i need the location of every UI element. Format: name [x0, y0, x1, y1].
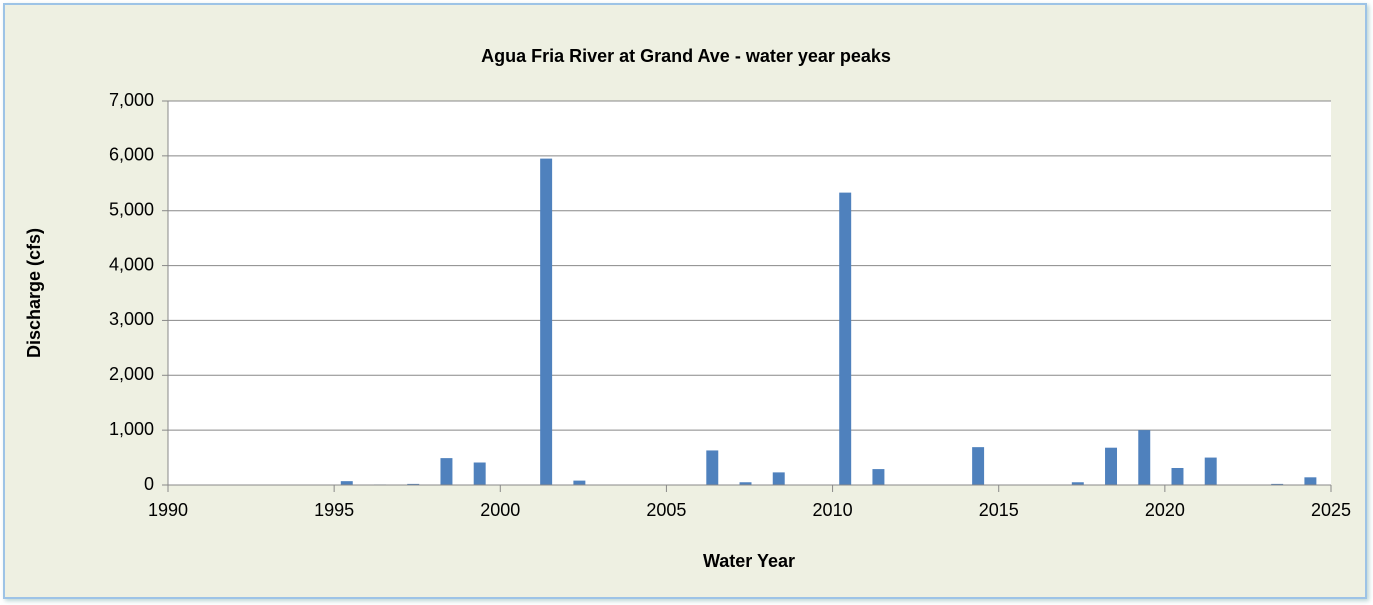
- bar: [573, 480, 586, 485]
- bar: [872, 469, 885, 485]
- x-tick-label: 2010: [813, 500, 853, 520]
- bar: [540, 158, 553, 485]
- x-tick-label: 1990: [148, 500, 188, 520]
- bar: [1138, 430, 1151, 485]
- x-tick-label: 2000: [480, 500, 520, 520]
- y-tick-label: 4,000: [109, 254, 154, 274]
- bar: [473, 462, 486, 485]
- x-axis-label: Water Year: [703, 551, 795, 571]
- x-tick-label: 2015: [979, 500, 1019, 520]
- bar: [706, 450, 719, 485]
- x-tick-label: 2005: [646, 500, 686, 520]
- bar: [1071, 482, 1084, 485]
- x-tick-label: 2020: [1145, 500, 1185, 520]
- y-tick-label: 7,000: [109, 90, 154, 110]
- x-tick-label: 1995: [314, 500, 354, 520]
- y-tick-label: 3,000: [109, 309, 154, 329]
- y-tick-label: 2,000: [109, 364, 154, 384]
- bar: [1204, 457, 1217, 485]
- bar: [739, 482, 752, 485]
- plot-area: [168, 101, 1331, 485]
- bar: [1304, 477, 1317, 485]
- bar: [340, 481, 353, 485]
- y-axis-label: Discharge (cfs): [24, 228, 44, 358]
- bar: [440, 458, 453, 485]
- bar: [1271, 483, 1284, 485]
- x-tick-label: 2025: [1311, 500, 1351, 520]
- chart-title: Agua Fria River at Grand Ave - water yea…: [481, 46, 891, 66]
- bar: [1171, 467, 1184, 485]
- y-tick-label: 5,000: [109, 199, 154, 219]
- bar: [839, 192, 852, 485]
- bar: [972, 447, 985, 485]
- y-tick-label: 6,000: [109, 145, 154, 165]
- y-tick-label: 0: [144, 474, 154, 494]
- bar: [1105, 447, 1118, 485]
- y-tick-label: 1,000: [109, 419, 154, 439]
- bar: [407, 483, 420, 485]
- bar: [772, 472, 785, 485]
